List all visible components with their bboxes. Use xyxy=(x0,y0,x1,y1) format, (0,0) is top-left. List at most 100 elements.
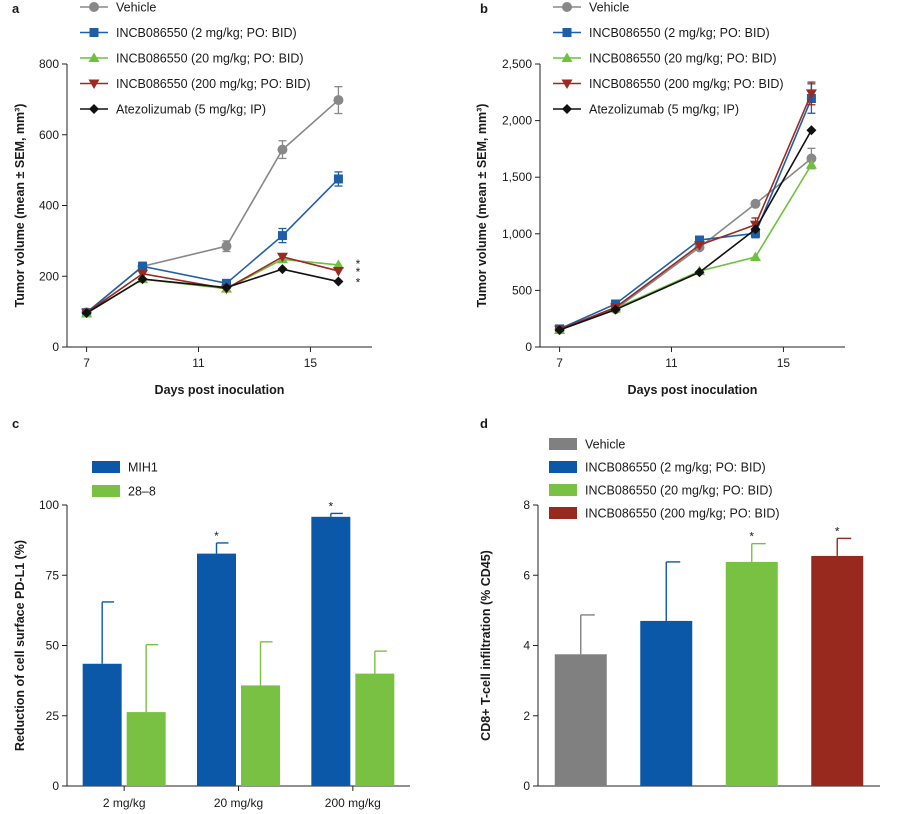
data-point xyxy=(277,231,287,241)
legend-item: Atezolizumab (5 mg/kg; IP) xyxy=(80,103,266,117)
x-tick-label: 11 xyxy=(665,356,678,370)
legend-marker xyxy=(89,104,99,114)
data-point xyxy=(806,125,817,136)
significance-marker: * xyxy=(835,524,840,538)
y-tick-label: 50 xyxy=(46,639,60,653)
data-point xyxy=(221,282,232,293)
y-axis-title: Reduction of cell surface PD-L1 (%) xyxy=(13,540,27,751)
bar-MIH1 xyxy=(311,516,351,786)
data-point xyxy=(221,241,232,252)
legend-item: INCB086550 (200 mg/kg; PO: BID) xyxy=(80,77,311,91)
y-tick-label: 8 xyxy=(523,498,530,512)
legend-label: INCB086550 (20 mg/kg; PO: BID) xyxy=(589,52,777,66)
legend-item: INCB086550 (20 mg/kg; PO: BID) xyxy=(553,52,777,66)
data-point xyxy=(137,274,148,285)
data-point xyxy=(276,252,288,263)
legend-label: 28–8 xyxy=(128,485,156,499)
y-tick-label: 600 xyxy=(39,128,59,142)
y-tick-label: 0 xyxy=(523,779,530,793)
y-axis-title: Tumor volume (mean ± SEM, mm³) xyxy=(475,104,489,308)
bar xyxy=(811,555,864,786)
data-point xyxy=(750,224,761,235)
y-tick-label: 500 xyxy=(512,283,532,297)
y-tick-label: 1,000 xyxy=(502,227,532,241)
legend-swatch xyxy=(549,438,577,450)
series-4 xyxy=(554,125,817,336)
legend-swatch xyxy=(549,461,577,473)
bar xyxy=(725,561,778,786)
significance-marker: * xyxy=(356,257,361,271)
series-0 xyxy=(554,147,817,335)
legend-marker xyxy=(89,2,99,12)
data-point xyxy=(749,251,761,262)
legend-label: Atezolizumab (5 mg/kg; IP) xyxy=(116,103,266,117)
legend-label: Vehicle xyxy=(585,438,625,452)
x-axis-title: Days post inoculation xyxy=(628,383,758,397)
bar-28–8 xyxy=(355,673,395,786)
y-tick-label: 100 xyxy=(39,498,59,512)
bar-28–8 xyxy=(241,685,280,786)
y-tick-label: 0 xyxy=(52,340,59,354)
legend-label: INCB086550 (200 mg/kg; PO: BID) xyxy=(116,77,311,91)
data-point xyxy=(805,159,817,169)
y-tick-label: 25 xyxy=(46,709,60,723)
data-point xyxy=(806,153,817,164)
data-point xyxy=(333,95,344,106)
significance-marker: * xyxy=(356,265,361,279)
legend-swatch xyxy=(549,484,577,496)
legend-swatch xyxy=(92,461,120,473)
panel-letter: b xyxy=(480,1,488,16)
y-tick-label: 75 xyxy=(46,568,60,582)
y-tick-label: 0 xyxy=(52,779,59,793)
series-line xyxy=(86,178,339,314)
panel-letter: d xyxy=(480,416,488,431)
legend-item: INCB086550 (2 mg/kg; PO: BID) xyxy=(80,26,297,40)
legend-label: INCB086550 (20 mg/kg; PO: BID) xyxy=(585,484,773,498)
x-tick-label: 7 xyxy=(83,356,90,370)
data-point xyxy=(277,264,288,275)
legend-swatch xyxy=(92,485,120,497)
legend-marker xyxy=(88,79,100,89)
series-3 xyxy=(554,81,817,335)
legend-label: INCB086550 (200 mg/kg; PO: BID) xyxy=(589,77,784,91)
data-point xyxy=(333,174,343,184)
data-point xyxy=(332,266,344,277)
series-line xyxy=(559,93,813,331)
x-tick-label: 200 mg/kg xyxy=(325,796,381,810)
legend-item: Vehicle xyxy=(553,1,629,15)
bar-MIH1 xyxy=(82,663,122,786)
legend-item: INCB086550 (2 mg/kg; PO: BID) xyxy=(553,26,770,40)
bar xyxy=(554,654,607,786)
y-tick-label: 6 xyxy=(523,568,530,582)
x-tick-label: 15 xyxy=(777,356,791,370)
y-tick-label: 400 xyxy=(39,199,59,213)
data-point xyxy=(138,261,148,271)
panel-letter: a xyxy=(12,1,20,16)
legend-item: INCB086550 (200 mg/kg; PO: BID) xyxy=(553,77,784,91)
legend-marker xyxy=(88,52,100,62)
y-tick-label: 2 xyxy=(523,709,530,723)
bar xyxy=(640,620,693,786)
series-line xyxy=(559,129,813,331)
y-axis-title: Tumor volume (mean ± SEM, mm³) xyxy=(13,104,27,308)
panel-b-line-chart: b 0 500 1,000 1,500 2,000 2,500 Tumor volume (m… xyxy=(475,1,845,397)
data-point xyxy=(693,241,705,251)
legend-label: INCB086550 (2 mg/kg; PO: BID) xyxy=(585,461,766,475)
legend-marker xyxy=(562,28,572,37)
x-axis-title: Days post inoculation xyxy=(155,383,285,397)
legend-item: INCB086550 (20 mg/kg; PO: BID) xyxy=(80,52,304,66)
x-tick-label: 15 xyxy=(304,356,318,370)
data-point xyxy=(694,235,704,245)
panel-d-bar-chart: d 0 2 4 6 8 CD8+ T-cell infiltration (% CD45) V… xyxy=(479,416,880,793)
y-tick-label: 2,500 xyxy=(502,57,532,71)
data-point xyxy=(332,259,344,269)
x-tick-label: 2 mg/kg xyxy=(103,796,146,810)
y-tick-label: 2,000 xyxy=(502,114,532,128)
series-1 xyxy=(82,171,343,318)
bar-28–8 xyxy=(126,712,166,786)
legend-label: Atezolizumab (5 mg/kg; IP) xyxy=(589,103,739,117)
series-line xyxy=(559,157,812,331)
significance-marker: * xyxy=(214,529,219,543)
data-point xyxy=(277,144,288,155)
